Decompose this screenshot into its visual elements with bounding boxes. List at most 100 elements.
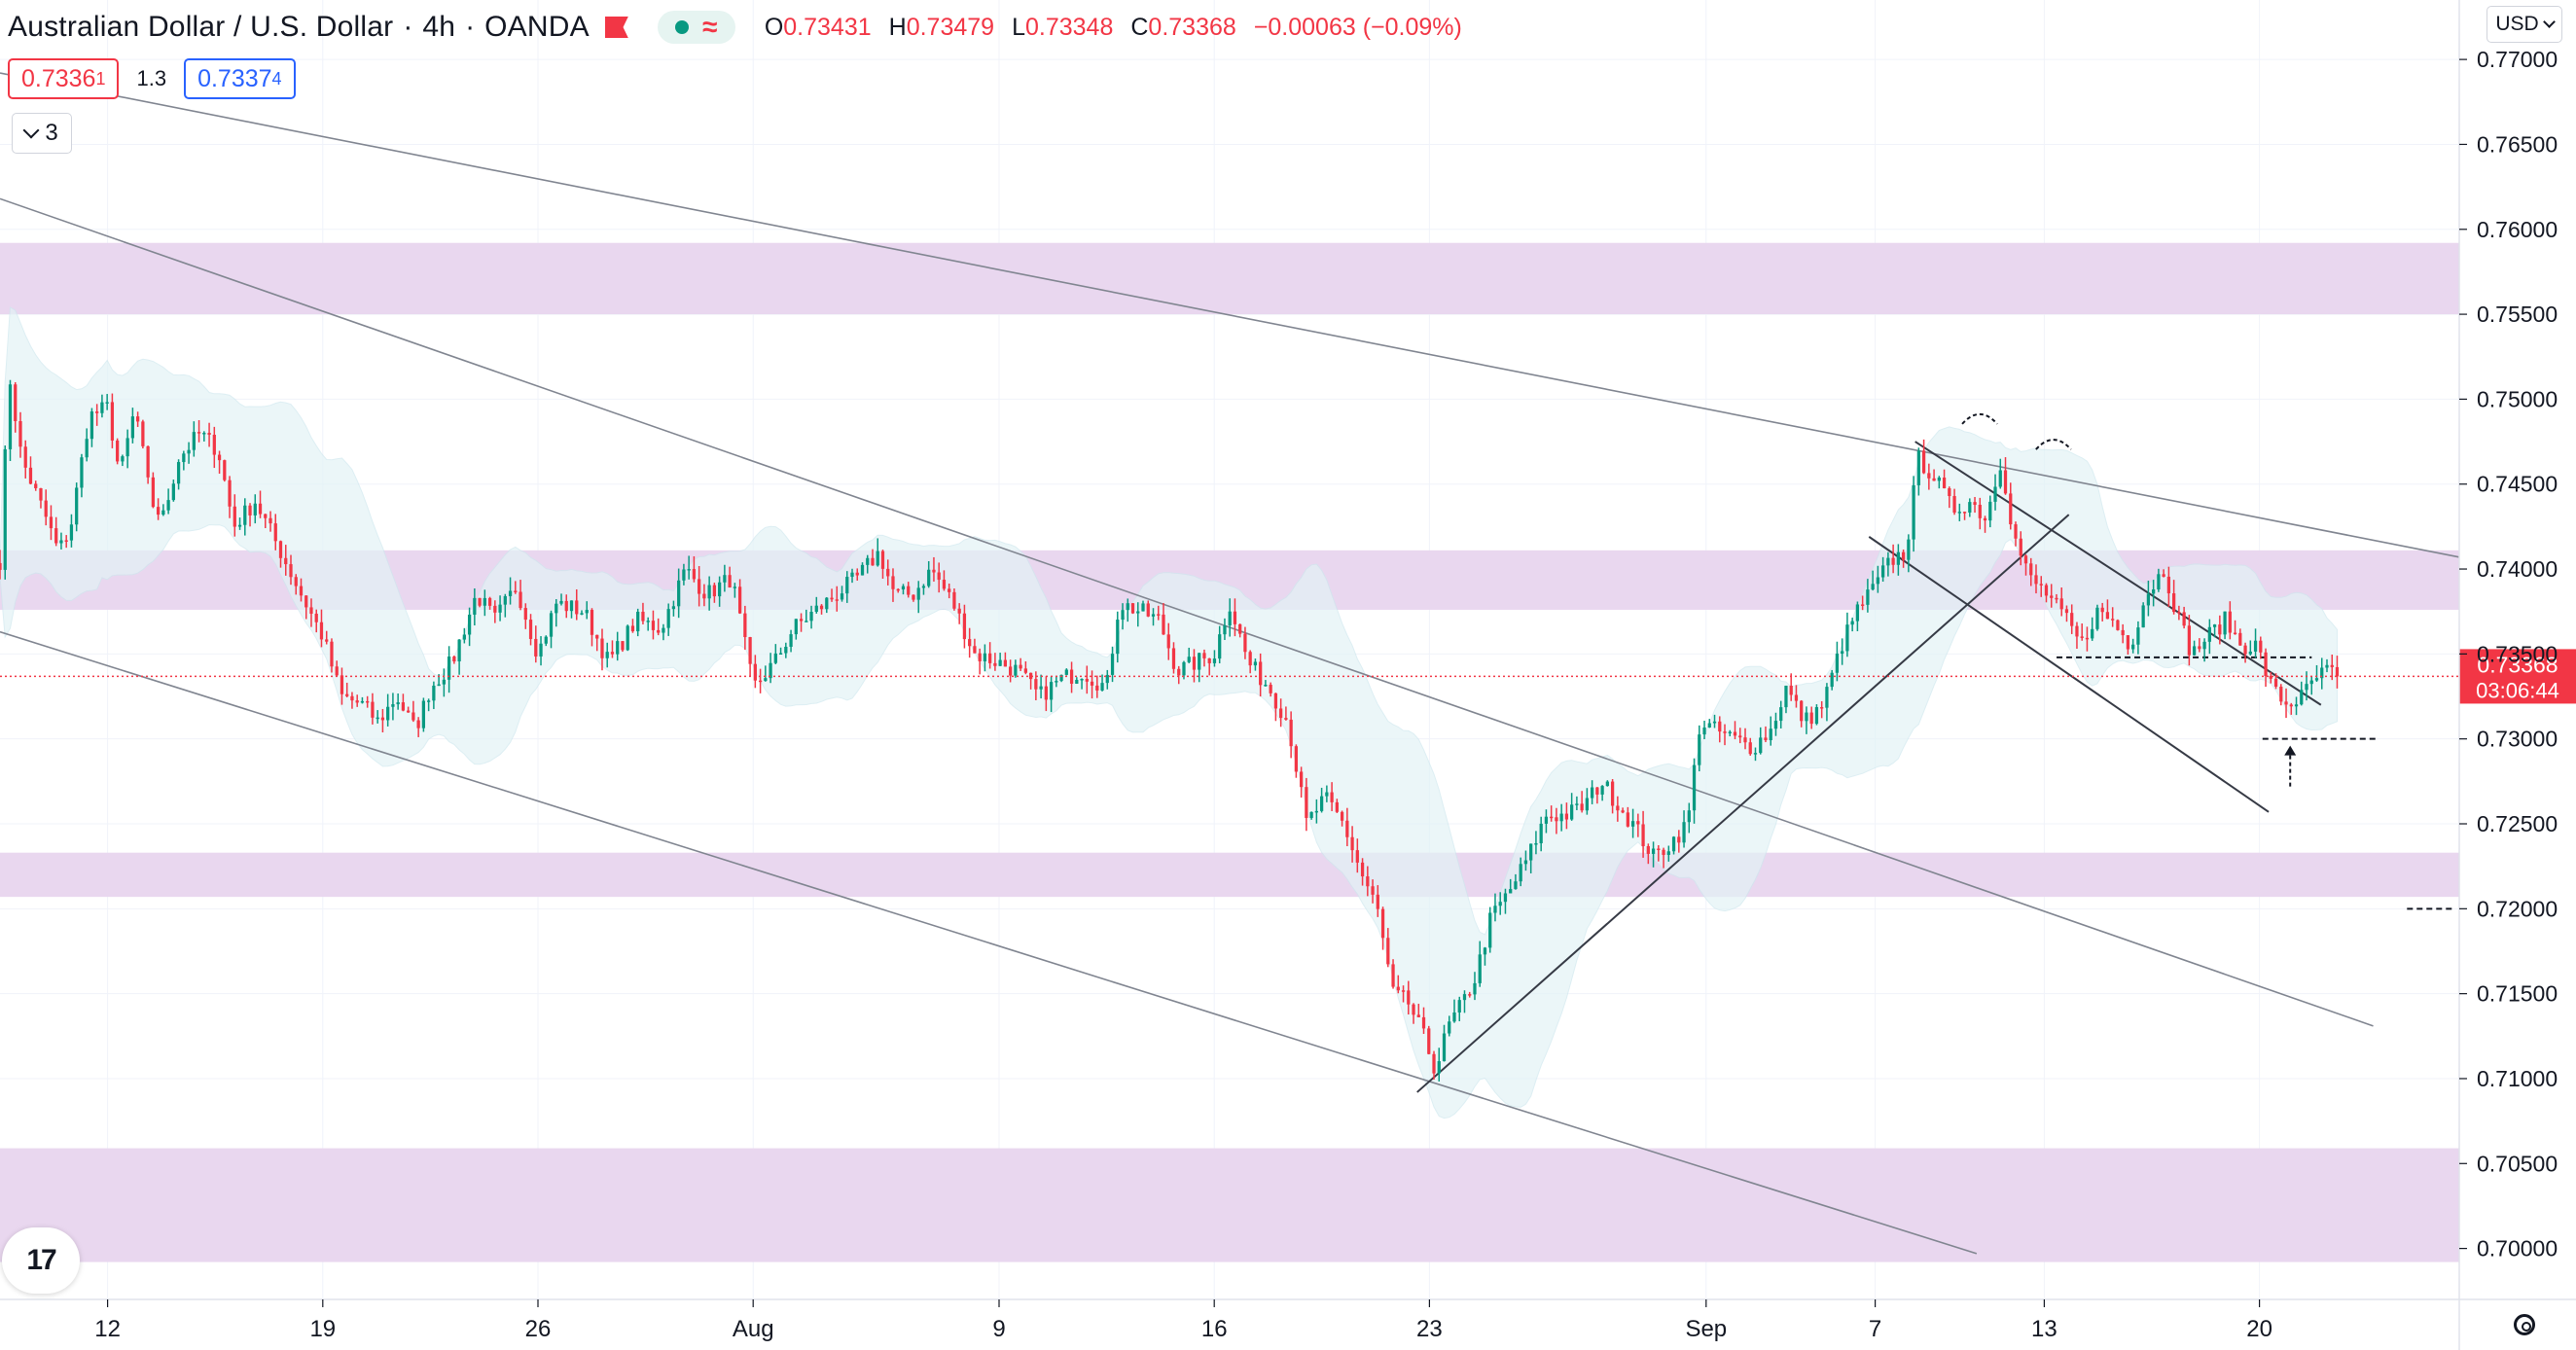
candle-body [1845,624,1849,652]
candle-body [983,653,987,661]
indicators-toggle-button[interactable]: 3 [12,113,72,154]
candle-body [549,613,554,637]
supply-demand-zones [0,242,2459,1262]
candle-body [2121,629,2125,636]
candle-body [2325,664,2329,668]
indicator-count: 3 [45,120,58,146]
current-price-tag-value: 0.73368 [2477,652,2558,677]
candle-body [1110,654,1115,675]
candle-body [1830,672,1834,688]
symbol-title[interactable]: Australian Dollar / U.S. Dollar [8,11,394,43]
price-axis-label: 0.74500 [2477,472,2558,497]
candle-body [1498,902,1502,906]
candle-body [942,580,947,589]
sell-price-pip: 1 [95,68,106,89]
candle-body [202,433,206,435]
candle-body [1657,848,1661,851]
candle-body [1952,496,1956,514]
candle-body [2314,678,2319,681]
candle-body [1630,821,1635,827]
market-status-pill[interactable]: ≈ [657,11,735,44]
candle-body [662,627,665,633]
candle-body [2019,538,2022,556]
candle-body [366,700,370,703]
candle-body [921,586,926,588]
candle-body [707,585,711,599]
candle-body [1386,938,1390,965]
currency-label: USD [2495,13,2539,35]
candle-body [2253,640,2258,652]
chart-settings-button[interactable] [2505,1305,2544,1344]
candle-body [1243,633,1247,653]
candle-body [1636,821,1640,825]
interval-label[interactable]: 4h [422,11,456,43]
candle-body [1003,659,1008,667]
wave-icon: ≈ [702,12,718,42]
candle-body [1478,954,1482,983]
candle-body [1881,565,1885,578]
candle-body [1973,502,1977,506]
candle-body [1534,842,1538,845]
close-label: C [1130,13,1149,41]
candle-body [1912,484,1915,540]
chevron-down-icon [22,122,40,139]
candle-body [110,402,115,441]
candle-body [1616,805,1620,811]
candle-body [1814,707,1819,725]
peak-arc-marker [1961,412,1998,425]
broker-label[interactable]: OANDA [484,11,590,43]
candle-body [2162,574,2165,577]
candle-body [273,523,277,542]
candle-body [2233,632,2237,635]
candle-body [998,659,1002,666]
candle-body [355,700,359,703]
candle-body [371,701,375,718]
candle-body [1391,964,1395,987]
candle-body [1198,653,1201,670]
candle-body [1218,634,1222,659]
candle-body [330,641,334,667]
candle-body [1289,719,1293,747]
candle-body [161,510,165,515]
candle-body [457,639,461,662]
candle-body [1187,657,1191,662]
candle-body [197,432,201,434]
candle-body [248,505,252,515]
candle-body [1325,792,1329,797]
candle-body [2034,575,2038,585]
candle-body [2305,684,2308,691]
open-value: 0.73431 [783,13,872,41]
candle-body [1248,652,1252,666]
candle-body [2095,607,2099,629]
candle-body [442,679,446,685]
flag-icon[interactable] [605,17,628,38]
candle-body [89,411,94,440]
candle-body [1448,1021,1451,1034]
candle-body [1580,803,1584,811]
candle-body [75,487,79,525]
time-axis-label: 9 [992,1316,1005,1342]
candle-body [64,540,68,542]
sell-button[interactable]: 0.7336 1 [8,58,120,99]
currency-button[interactable]: USD [2487,6,2562,43]
candle-body [621,641,625,651]
candle-body [1177,668,1181,676]
sell-price: 0.7336 [21,64,96,92]
candle-body [1539,823,1543,843]
candle-body [773,653,777,663]
current-price-tag [2459,649,2576,704]
candle-body [1207,657,1211,663]
candle-body [1126,603,1129,611]
candle-body [1253,661,1258,666]
candle-body [407,710,411,713]
tradingview-logo[interactable]: 17 [2,1227,80,1294]
candle-body [1550,816,1554,819]
candle-body [1937,478,1941,481]
buy-button[interactable]: 0.7337 4 [184,58,296,99]
candle-body [1988,501,1992,521]
candle-body [1233,611,1237,624]
candle-body [1493,906,1497,913]
candle-body [528,620,533,639]
price-axis-label: 0.75500 [2477,302,2558,327]
